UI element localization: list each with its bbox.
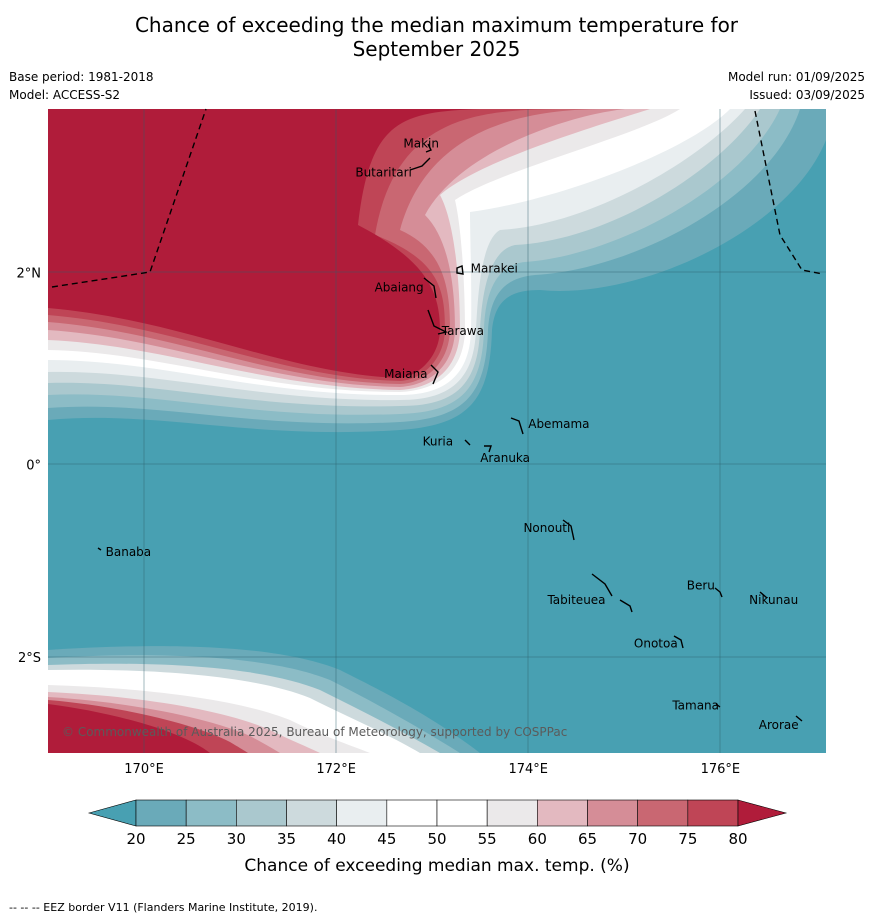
issued-label: Issued: 03/09/2025	[749, 88, 865, 102]
map-title-line2: September 2025	[352, 37, 521, 61]
colorbar-tick-label: 40	[327, 830, 346, 848]
place-label-nonouti: Nonouti	[523, 521, 570, 535]
place-label-makin: Makin	[403, 136, 439, 150]
place-labels: Makin Butaritari Marakei Abaiang Tarawa Maian…	[106, 136, 799, 732]
colorbar-tick-label: 55	[478, 830, 497, 848]
place-label-abemama: Abemama	[528, 417, 589, 431]
colorbar-tick-label: 70	[628, 830, 647, 848]
place-label-abaiang: Abaiang	[375, 281, 424, 295]
lat-tick-label: 2°N	[17, 266, 42, 281]
model-label: Model: ACCESS-S2	[9, 88, 121, 102]
lon-tick-label: 176°E	[701, 762, 741, 777]
colorbar-band	[286, 799, 337, 827]
colorbar-band	[336, 799, 388, 827]
place-label-aranuka: Aranuka	[480, 451, 530, 465]
place-label-tamana: Tamana	[671, 699, 719, 713]
lon-tick-labels: 170°E 172°E 174°E 176°E	[124, 762, 740, 777]
place-label-arorae: Arorae	[759, 718, 799, 732]
colorbar-tick-label: 50	[427, 830, 446, 848]
colorbar-tick-label: 35	[277, 830, 296, 848]
colorbar-under-arrow	[87, 799, 137, 827]
eez-border	[51, 108, 824, 288]
model-run-label: Model run: 01/09/2025	[727, 70, 865, 84]
atolls	[97, 143, 803, 722]
colorbar-bands	[135, 799, 739, 827]
place-label-tabiteuea: Tabiteuea	[546, 593, 605, 607]
lon-tick-label: 174°E	[508, 762, 548, 777]
colorbar-tick-label: 20	[126, 830, 145, 848]
place-label-butaritari: Butaritari	[355, 165, 412, 179]
colorbar-tick-label: 60	[528, 830, 547, 848]
lat-tick-labels: 2°N 0° 2°S	[17, 266, 42, 665]
graticule	[48, 109, 826, 753]
place-label-nikunau: Nikunau	[749, 593, 798, 607]
colorbar-band	[537, 799, 588, 827]
lat-tick-label: 2°S	[18, 651, 41, 666]
colorbar-band	[185, 799, 237, 827]
colorbar-tick-label: 45	[377, 830, 396, 848]
colorbar-over-arrow	[737, 799, 788, 827]
place-label-kuria: Kuria	[423, 434, 454, 448]
place-label-tarawa: Tarawa	[441, 324, 484, 338]
colorbar-tick-label: 75	[678, 830, 697, 848]
colorbar-band	[436, 799, 488, 827]
colorbar-tick-label: 25	[177, 830, 196, 848]
place-label-beru: Beru	[687, 579, 715, 593]
place-label-marakei: Marakei	[471, 261, 518, 275]
colorbar-tick-label: 65	[578, 830, 597, 848]
colorbar-band	[386, 799, 438, 827]
eez-footnote: -- -- -- EEZ border V11 (Flanders Marine…	[9, 901, 318, 914]
colorbar-tick-labels: 20 25 30 35 40 45 50 55 60 65 70 75 80	[126, 830, 747, 848]
colorbar-band	[687, 799, 739, 827]
lat-tick-label: 0°	[26, 459, 41, 474]
place-label-maiana: Maiana	[384, 367, 427, 381]
colorbar-tick-label: 30	[227, 830, 246, 848]
map-title-line1: Chance of exceeding the median maximum t…	[134, 13, 739, 37]
colorbar-label: Chance of exceeding median max. temp. (%…	[244, 856, 629, 876]
probability-field	[48, 109, 826, 753]
lon-tick-label: 172°E	[316, 762, 356, 777]
lon-tick-label: 170°E	[124, 762, 164, 777]
colorbar-band	[486, 799, 538, 827]
place-label-banaba: Banaba	[106, 545, 152, 559]
colorbar-band	[135, 799, 187, 827]
copyright-notice: © Commonwealth of Australia 2025, Bureau…	[62, 725, 567, 739]
colorbar-band	[637, 799, 689, 827]
colorbar-band	[236, 799, 287, 827]
base-period-label: Base period: 1981-2018	[9, 70, 154, 84]
place-label-onotoa: Onotoa	[634, 636, 678, 650]
colorbar-tick-label: 80	[728, 830, 747, 848]
colorbar-band	[587, 799, 638, 827]
colorbar: 20 25 30 35 40 45 50 55 60 65 70 75 80 Chance of exc…	[87, 799, 788, 876]
